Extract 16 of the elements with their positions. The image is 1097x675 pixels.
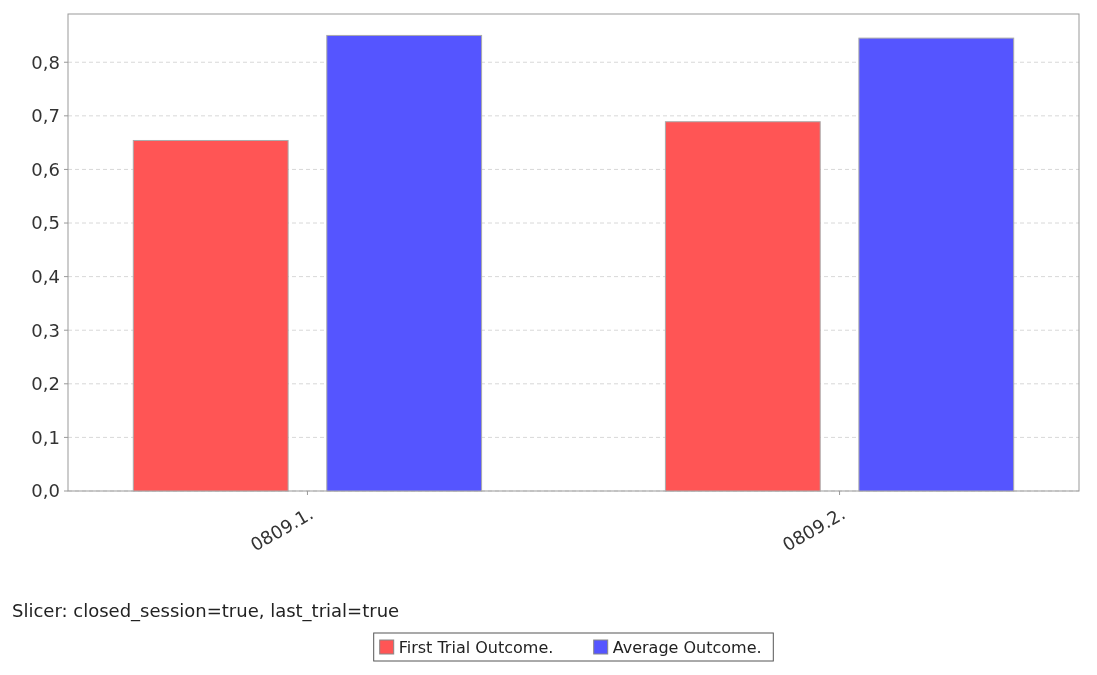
y-tick-label: 0,8	[31, 51, 60, 73]
bar	[326, 34, 483, 492]
y-tick-label: 0,0	[31, 480, 60, 502]
legend-label: Average Outcome.	[612, 637, 762, 657]
y-tick-label: 0,7	[31, 105, 60, 127]
bar	[664, 121, 821, 492]
legend-label: First Trial Outcome.	[398, 637, 554, 657]
text: Slicer: closed_session=true, last_trial=true	[12, 600, 400, 622]
bar	[132, 139, 289, 492]
y-tick-label: 0,4	[31, 265, 60, 287]
bar	[858, 37, 1015, 492]
y-tick-label: 0,1	[31, 426, 60, 448]
y-tick-label: 0,3	[31, 319, 60, 341]
y-tick-label: 0,2	[31, 373, 60, 395]
y-tick-label: 0,5	[31, 212, 60, 234]
y-tick-label: 0,6	[31, 158, 60, 180]
